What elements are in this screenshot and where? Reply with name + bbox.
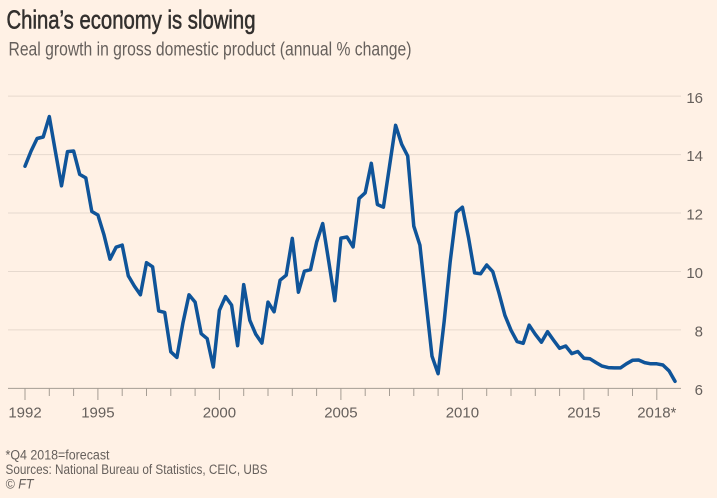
svg-text:2000: 2000 bbox=[203, 405, 236, 422]
svg-text:12: 12 bbox=[686, 207, 703, 224]
svg-text:Real growth in gross domestic: Real growth in gross domestic product (a… bbox=[9, 39, 412, 60]
svg-text:*Q4 2018=forecast: *Q4 2018=forecast bbox=[6, 447, 110, 462]
svg-text:2018*: 2018* bbox=[637, 405, 676, 422]
svg-text:1995: 1995 bbox=[81, 405, 114, 422]
svg-text:China’s economy is slowing: China’s economy is slowing bbox=[7, 5, 256, 35]
svg-text:10: 10 bbox=[686, 265, 703, 282]
svg-text:© FT: © FT bbox=[6, 476, 36, 491]
svg-text:8: 8 bbox=[695, 324, 703, 341]
svg-text:2015: 2015 bbox=[567, 405, 600, 422]
svg-text:2010: 2010 bbox=[446, 405, 479, 422]
svg-text:16: 16 bbox=[686, 90, 703, 107]
svg-text:Sources: National Bureau of St: Sources: National Bureau of Statistics, … bbox=[6, 462, 268, 477]
svg-text:6: 6 bbox=[695, 382, 703, 399]
svg-text:14: 14 bbox=[686, 148, 703, 165]
svg-text:1992: 1992 bbox=[8, 405, 41, 422]
svg-text:2005: 2005 bbox=[324, 405, 357, 422]
